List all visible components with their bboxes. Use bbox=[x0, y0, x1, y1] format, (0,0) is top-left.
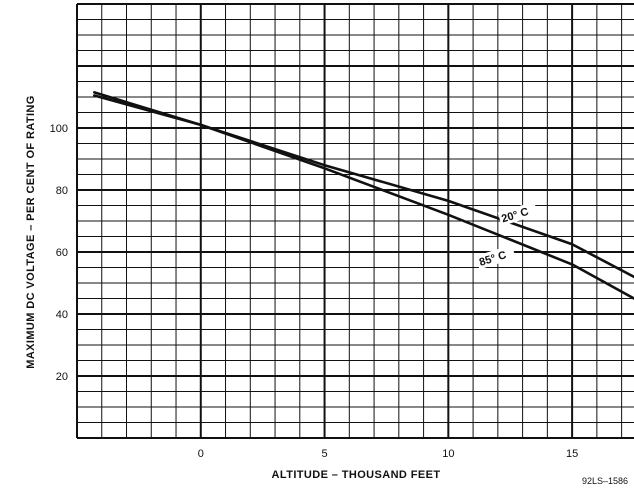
x-axis-title: ALTITUDE – THOUSAND FEET bbox=[272, 469, 441, 481]
x-tick-label: 15 bbox=[566, 448, 578, 460]
series-label-bg bbox=[475, 244, 516, 270]
y-tick-label: 60 bbox=[56, 247, 68, 259]
tick-labels: 0 5 10 15 20 40 60 80 100 bbox=[50, 123, 579, 460]
series-group bbox=[93, 91, 634, 300]
y-tick-label: 80 bbox=[56, 185, 68, 197]
y-axis-title: MAXIMUM DC VOLTAGE – PER CENT OF RATING bbox=[25, 95, 37, 369]
series-line-2 bbox=[93, 94, 634, 300]
y-tick-label: 20 bbox=[56, 371, 68, 383]
series-line-1 bbox=[93, 91, 634, 279]
figure-id: 92LS–1586 bbox=[582, 476, 628, 486]
series-labels: 20° C85° C bbox=[475, 201, 539, 270]
x-tick-label: 5 bbox=[321, 448, 327, 460]
y-tick-label: 100 bbox=[50, 123, 68, 135]
series-label-bg bbox=[497, 201, 539, 227]
x-tick-label: 10 bbox=[442, 448, 454, 460]
x-tick-label: 0 bbox=[198, 448, 204, 460]
y-tick-label: 40 bbox=[56, 309, 68, 321]
series-label-1: 20° C bbox=[500, 206, 530, 226]
grid bbox=[76, 3, 634, 439]
